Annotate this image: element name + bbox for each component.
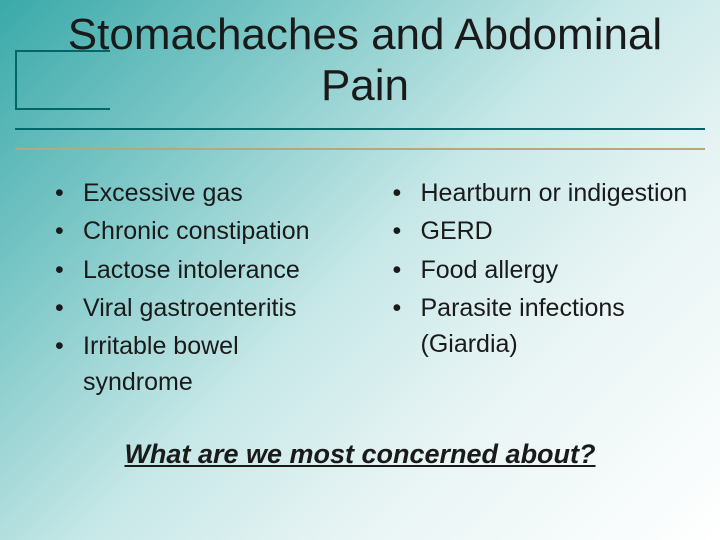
content-columns: Excessive gas Chronic constipation Lacto… — [55, 175, 690, 403]
list-item: Excessive gas — [55, 175, 353, 211]
list-item: Chronic constipation — [55, 213, 353, 249]
list-item: Irritable bowel syndrome — [55, 328, 353, 401]
list-item: Parasite infections (Giardia) — [393, 290, 691, 363]
page-title: Stomachaches and Abdominal Pain — [40, 10, 690, 111]
left-column: Excessive gas Chronic constipation Lacto… — [55, 175, 353, 403]
left-list: Excessive gas Chronic constipation Lacto… — [55, 175, 353, 401]
list-item: GERD — [393, 213, 691, 249]
list-item: Heartburn or indigestion — [393, 175, 691, 211]
list-item: Viral gastroenteritis — [55, 290, 353, 326]
title-underline-shadow — [15, 148, 705, 150]
right-column: Heartburn or indigestion GERD Food aller… — [393, 175, 691, 403]
list-item: Food allergy — [393, 252, 691, 288]
title-underline — [15, 128, 705, 130]
footer-question: What are we most concerned about? — [0, 439, 720, 470]
list-item: Lactose intolerance — [55, 252, 353, 288]
right-list: Heartburn or indigestion GERD Food aller… — [393, 175, 691, 362]
